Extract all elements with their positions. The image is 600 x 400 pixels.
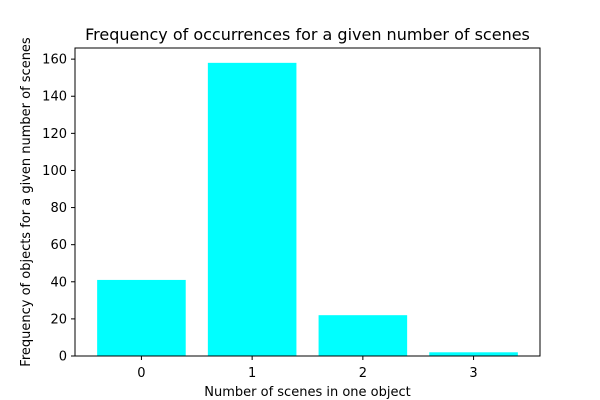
x-ticks: 0 1 2 3 [137,356,478,381]
y-tick-label: 100 [42,164,67,179]
chart-title: Frequency of occurrences for a given num… [85,25,530,44]
y-axis-label: Frequency of objects for a given number … [19,37,34,367]
y-tick-label: 140 [42,90,67,105]
x-axis-label: Number of scenes in one object [204,385,410,400]
x-tick-label: 0 [137,366,145,381]
y-tick-label: 60 [50,238,67,253]
y-tick-label: 120 [42,127,67,142]
y-tick-label: 0 [59,350,67,365]
y-tick-label: 80 [50,201,67,216]
plot-frame [74,47,541,357]
y-tick-label: 40 [50,275,67,290]
x-tick-label: 1 [248,366,256,381]
bar-1 [207,62,297,356]
x-tick-label: 2 [359,366,367,381]
bar-2 [318,315,408,356]
y-tick-label: 20 [50,312,67,327]
x-tick-label: 3 [469,366,477,381]
y-tick-label: 160 [42,53,67,68]
bar-3 [429,352,518,356]
bar-0 [97,279,186,356]
bars-layer [97,62,518,356]
y-ticks: 0 20 40 60 80 100 120 140 160 [42,53,75,365]
